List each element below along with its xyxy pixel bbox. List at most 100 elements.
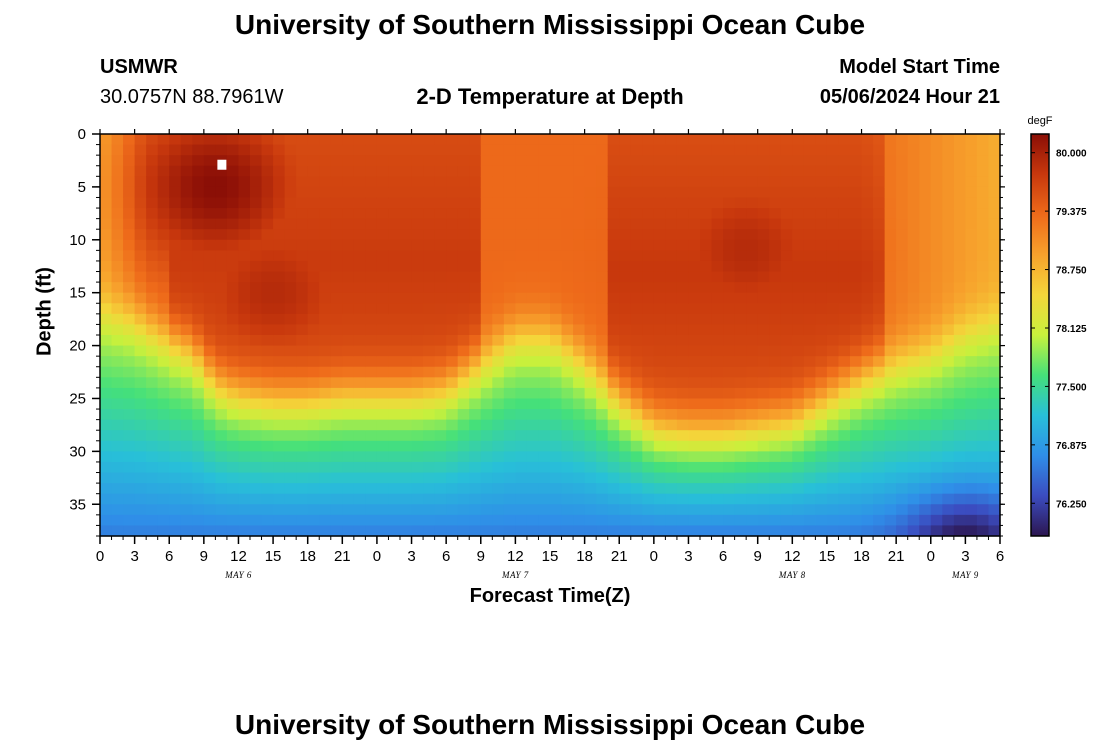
heatmap-cell <box>988 398 1001 410</box>
heatmap-cell <box>711 451 724 463</box>
heatmap-cell <box>226 186 240 199</box>
heatmap-cell <box>330 313 343 326</box>
heatmap-cell <box>353 335 366 347</box>
heatmap-cell <box>607 229 620 241</box>
heatmap-cell <box>296 282 309 294</box>
heatmap-cell <box>965 292 978 304</box>
heatmap-cell <box>353 430 366 442</box>
heatmap-cell <box>607 313 620 326</box>
heatmap-cell <box>988 260 1001 273</box>
heatmap-cell <box>561 493 574 505</box>
heatmap-cell <box>434 345 447 357</box>
heatmap-cell <box>365 144 378 156</box>
x-axis-title: Forecast Time(Z) <box>469 585 631 607</box>
heatmap-cell <box>215 229 228 241</box>
heatmap-cell <box>100 472 113 484</box>
heatmap-cell <box>469 377 482 389</box>
heatmap-cell <box>896 324 909 336</box>
heatmap-cell <box>365 451 378 463</box>
heatmap-cell <box>123 356 136 368</box>
heatmap-cell <box>353 504 366 516</box>
heatmap-cell <box>238 282 251 294</box>
heatmap-cell <box>284 271 297 283</box>
heatmap-cell <box>157 345 170 357</box>
heatmap-cell <box>238 155 251 167</box>
heatmap-cell <box>169 155 182 167</box>
heatmap-cell <box>965 345 978 357</box>
heatmap-cell <box>584 186 597 199</box>
heatmap-cell <box>953 155 966 167</box>
heatmap-cell <box>342 197 355 209</box>
heatmap-cell <box>550 186 563 199</box>
heatmap-cell <box>434 472 447 484</box>
heatmap-cell <box>676 472 690 484</box>
heatmap-cell <box>619 525 632 537</box>
heatmap-cell <box>503 419 516 431</box>
heatmap-cell <box>180 229 193 241</box>
heatmap-cell <box>192 472 205 484</box>
heatmap-cell <box>100 134 113 146</box>
heatmap-cell <box>526 155 540 167</box>
heatmap-cell <box>169 324 182 336</box>
heatmap-cell <box>792 165 805 177</box>
heatmap-cell <box>146 186 159 199</box>
heatmap-cell <box>330 218 343 230</box>
heatmap-cell <box>123 335 136 347</box>
heatmap-cell <box>203 504 216 516</box>
heatmap-cell <box>388 134 401 146</box>
heatmap-cell <box>376 525 390 537</box>
heatmap-cell <box>896 303 909 315</box>
heatmap-cell <box>400 134 413 146</box>
heatmap-cell <box>411 165 424 177</box>
heatmap-cell <box>169 504 182 516</box>
heatmap-cell <box>457 218 470 230</box>
heatmap-cell <box>503 250 516 262</box>
heatmap-cell <box>457 260 470 273</box>
heatmap-cell <box>769 525 782 537</box>
heatmap-cell <box>515 483 528 495</box>
heatmap-cell <box>192 208 205 220</box>
heatmap-cell <box>630 239 643 251</box>
heatmap-cell <box>769 197 782 209</box>
heatmap-cell <box>538 271 551 283</box>
heatmap-cell <box>100 430 113 442</box>
heatmap-cell <box>676 282 690 294</box>
heatmap-cell <box>400 144 413 156</box>
heatmap-cell <box>469 176 482 188</box>
heatmap-cell <box>273 387 286 400</box>
heatmap-cell <box>919 313 932 326</box>
heatmap-cell <box>780 387 793 400</box>
heatmap-cell <box>457 250 470 262</box>
heatmap-cell <box>538 208 551 220</box>
heatmap-cell <box>192 451 205 463</box>
heatmap-cell <box>711 165 724 177</box>
heatmap-cell <box>607 324 620 336</box>
heatmap-cell <box>688 208 701 220</box>
heatmap-cell <box>492 440 505 452</box>
heatmap-cell <box>711 313 724 326</box>
heatmap-cell <box>688 165 701 177</box>
heatmap-cell <box>803 165 816 177</box>
heatmap-cell <box>388 525 401 537</box>
heatmap-cell <box>907 525 920 537</box>
heatmap-cell <box>838 250 851 262</box>
heatmap-cell <box>873 239 886 251</box>
heatmap-cell <box>330 186 343 199</box>
heatmap-cell <box>203 483 216 495</box>
heatmap-cell <box>907 313 920 326</box>
heatmap-cell <box>353 292 366 304</box>
heatmap-cell <box>457 387 470 400</box>
heatmap-cell <box>676 461 690 474</box>
heatmap-cell <box>711 525 724 537</box>
heatmap-cell <box>630 451 643 463</box>
x-tick-label: 18 <box>853 548 870 565</box>
heatmap-cell <box>250 419 263 431</box>
heatmap-cell <box>838 356 851 368</box>
heatmap-cell <box>769 419 782 431</box>
heatmap-cell <box>930 165 943 177</box>
heatmap-cell <box>457 324 470 336</box>
heatmap-cell <box>700 366 713 378</box>
heatmap-cell <box>780 356 793 368</box>
heatmap-cell <box>584 430 597 442</box>
heatmap-cell <box>630 514 643 527</box>
